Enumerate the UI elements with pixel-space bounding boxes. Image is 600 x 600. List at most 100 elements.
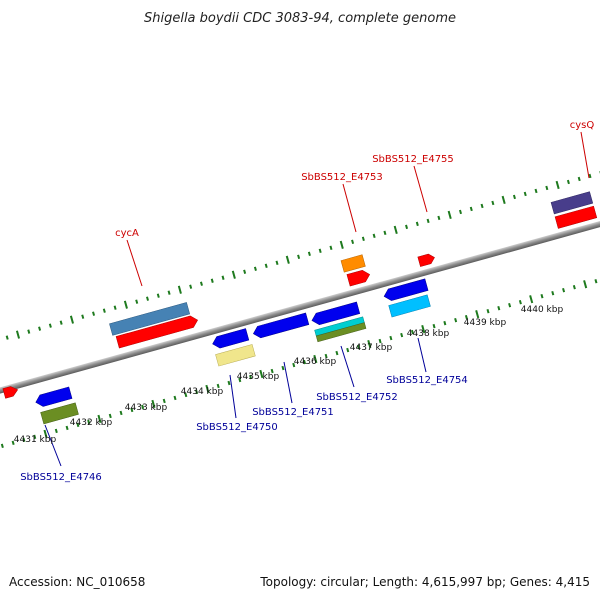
tick-minor — [162, 398, 166, 404]
tick-major — [501, 195, 506, 205]
tick-minor — [199, 281, 203, 286]
kbp-label: 4437 kbp — [350, 343, 393, 353]
gene-label-E4751: SbBS512_E4751 — [252, 407, 334, 418]
leader-line-E4751 — [283, 361, 293, 404]
tick-minor — [292, 362, 296, 368]
gene-khaki — [215, 344, 256, 367]
gene-slate — [550, 191, 594, 215]
leader-line-E4755 — [413, 165, 428, 213]
reverse-strand-features — [35, 278, 431, 425]
tick-minor — [566, 179, 570, 185]
gene-label-E4754: SbBS512_E4754 — [386, 375, 468, 386]
leader-line-E4753 — [342, 183, 357, 233]
kbp-scale-labels: 4431 kbp 4432 kbp 4433 kbp 4434 kbp 4435… — [14, 305, 564, 445]
tick-major — [555, 180, 560, 190]
tick-minor — [113, 305, 117, 310]
tick-minor — [297, 254, 301, 259]
tick-minor — [351, 239, 355, 245]
gene-labels-top: cycA SbBS512_E4753 SbBS512_E4755 cysQ — [115, 120, 594, 239]
tick-minor — [545, 185, 549, 191]
tick-major — [313, 354, 318, 364]
tick-major — [231, 270, 236, 279]
tick-minor — [469, 206, 473, 212]
tick-minor — [480, 203, 484, 209]
tick-major — [447, 210, 452, 220]
tick-minor — [130, 407, 134, 413]
tick-minor — [167, 290, 171, 295]
tick-minor — [378, 338, 382, 344]
tick-major — [177, 285, 182, 294]
tick-major — [15, 330, 21, 339]
tick-minor — [184, 392, 188, 398]
gene-label-E4746: SbBS512_E4746 — [20, 472, 102, 483]
tick-minor — [87, 419, 91, 425]
tick-minor — [551, 291, 555, 296]
tick-minor — [102, 308, 106, 313]
tick-major — [151, 399, 156, 409]
accession-text: Accession: NC_010658 — [9, 575, 145, 589]
tick-minor — [238, 377, 242, 383]
cds-blue-arrow — [35, 386, 73, 407]
tick-minor — [577, 176, 581, 182]
tick-minor — [389, 335, 393, 341]
tick-minor — [227, 380, 231, 386]
tick-major — [529, 295, 534, 304]
tick-minor — [33, 434, 37, 440]
kbp-label: 4440 kbp — [521, 305, 564, 315]
tick-minor — [76, 422, 80, 428]
kbp-label: 4431 kbp — [14, 435, 57, 445]
leader-line-E4746 — [44, 424, 62, 467]
gene-steelblue — [109, 302, 191, 336]
tick-minor — [275, 260, 279, 265]
tick-minor — [38, 326, 42, 331]
tick-minor — [270, 368, 274, 374]
tick-minor — [253, 266, 257, 271]
tick-minor — [303, 359, 307, 365]
tick-minor — [562, 288, 566, 293]
cds-red-arrow — [2, 386, 19, 399]
tick-minor — [22, 437, 26, 443]
tick-major — [43, 429, 48, 438]
topology-text: Topology: circular; Length: 4,615,997 bp… — [259, 575, 590, 589]
gene-label-E4753: SbBS512_E4753 — [301, 172, 383, 183]
leader-line-E4752 — [340, 345, 355, 388]
tick-minor — [588, 173, 592, 179]
gene-skyblue — [388, 294, 431, 318]
tick-minor — [518, 299, 522, 305]
tick-minor — [443, 320, 447, 326]
tick-minor — [173, 395, 177, 401]
tick-minor — [307, 251, 311, 257]
tick-minor — [335, 350, 339, 356]
cds-blue-arrow — [212, 328, 250, 349]
kbp-label: 4434 kbp — [181, 387, 224, 397]
tick-minor — [156, 293, 160, 298]
tick-minor — [594, 279, 598, 284]
tick-major — [205, 384, 210, 394]
cds-red-arrow — [115, 315, 198, 349]
tick-minor — [146, 296, 150, 301]
tick-minor — [318, 248, 322, 254]
tick-minor — [54, 428, 58, 434]
tick-minor — [119, 410, 123, 416]
tick-minor — [508, 302, 512, 308]
leader-lines — [44, 131, 590, 467]
tick-minor — [497, 305, 501, 311]
tick-minor — [65, 425, 69, 431]
tick-major — [123, 300, 128, 309]
leader-line-E4754 — [417, 337, 427, 373]
kbp-label: 4432 kbp — [70, 418, 113, 428]
tick-minor — [221, 275, 225, 280]
gene-label-E4750: SbBS512_E4750 — [196, 422, 278, 433]
tick-minor — [415, 221, 419, 227]
tick-minor — [372, 233, 376, 239]
leader-line-cycA — [126, 239, 143, 287]
tick-major — [393, 225, 398, 234]
tick-minor — [523, 191, 527, 197]
tick-minor — [458, 209, 462, 215]
kbp-label: 4433 kbp — [125, 403, 168, 413]
tick-minor — [512, 194, 516, 200]
cds-blue-arrow — [311, 301, 361, 326]
tick-minor — [324, 353, 328, 359]
tick-minor — [0, 443, 4, 449]
tick-major — [583, 280, 588, 289]
